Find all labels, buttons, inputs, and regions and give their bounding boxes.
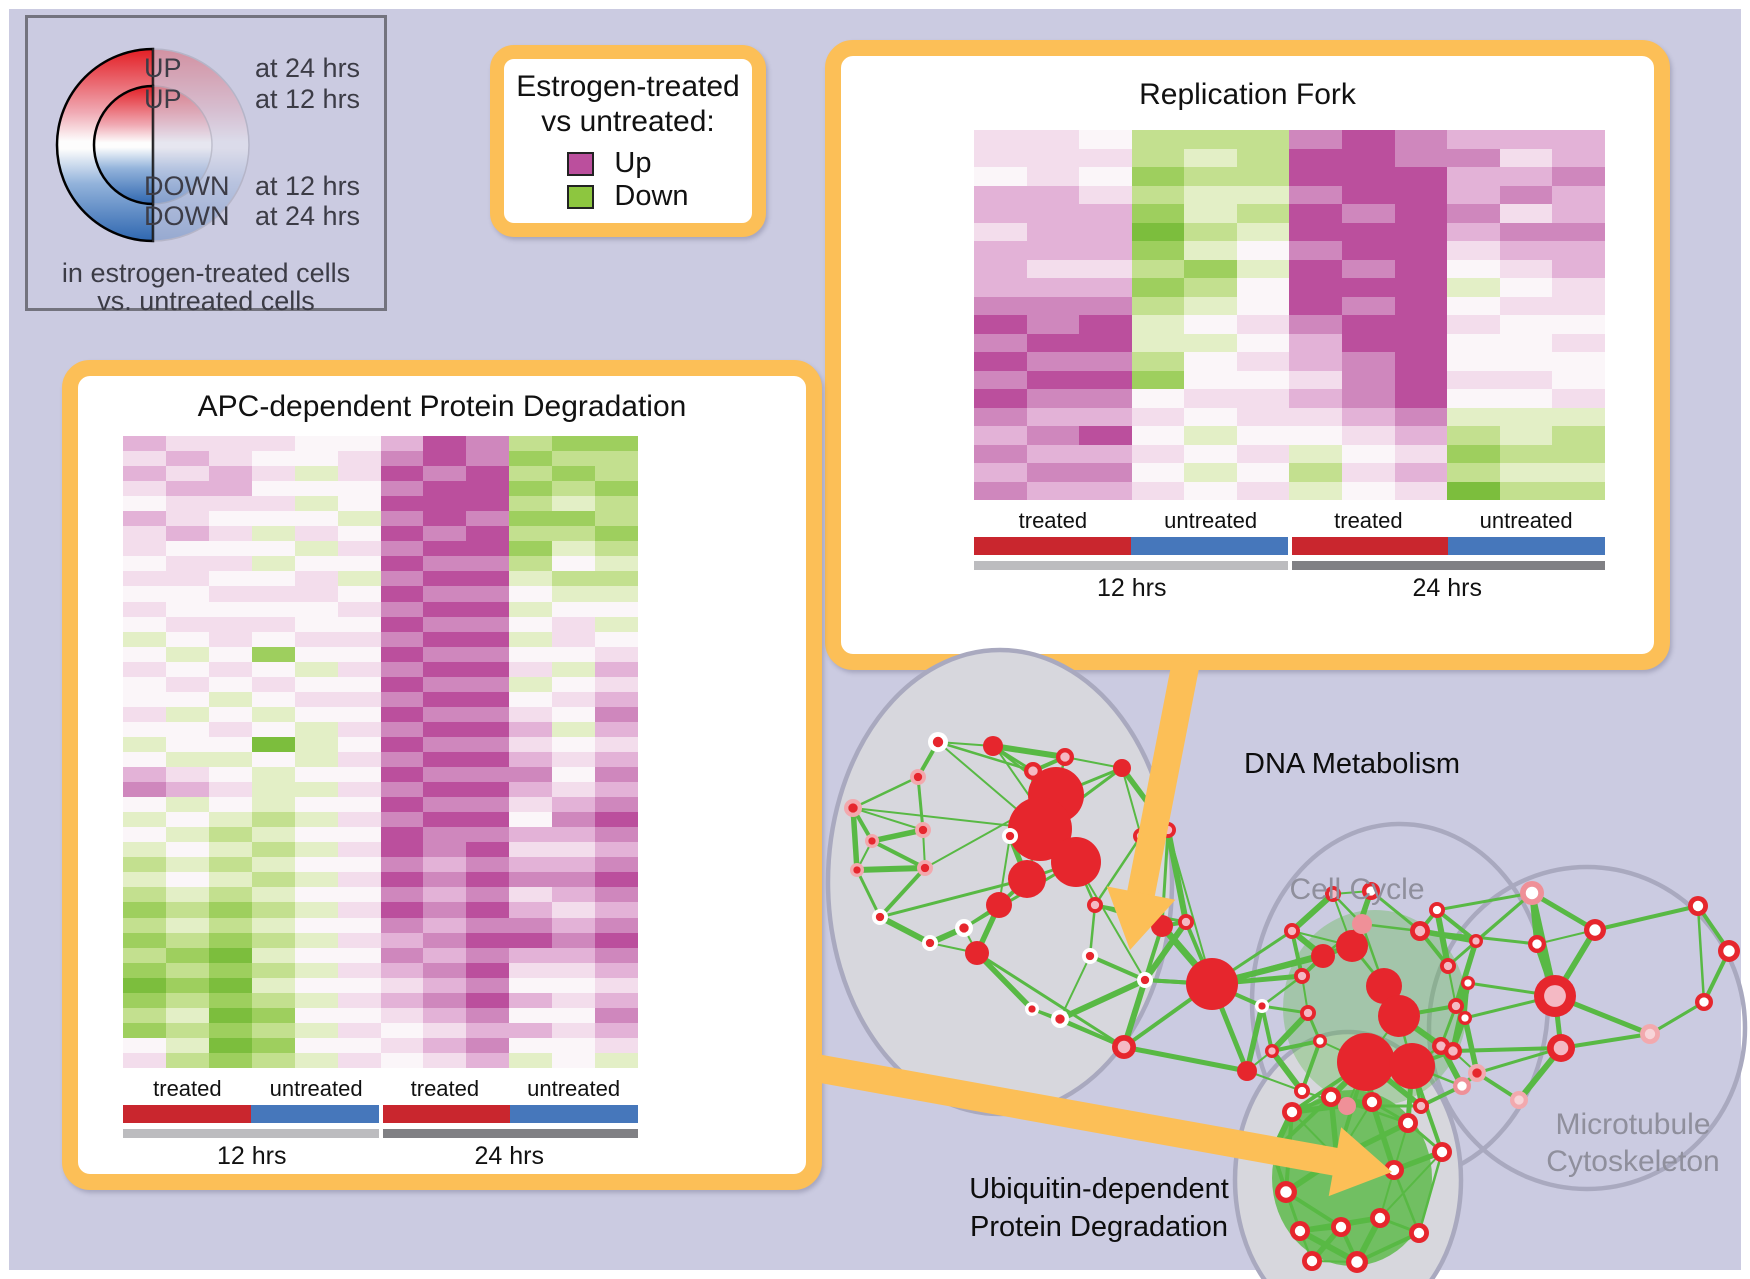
rf-heatmap: [974, 130, 1605, 500]
expression-ring-legend: UP at 24 hrs UP at 12 hrs DOWN at 12 hrs…: [25, 15, 387, 316]
rf-title: Replication Fork: [1139, 78, 1356, 111]
up-label: Up: [614, 147, 652, 179]
apc-degradation-panel: APC-dependent Protein Degradation treate…: [62, 360, 822, 1190]
microtubule-cytoskeleton-label: Microtubule Cytoskeleton: [1546, 1108, 1720, 1178]
up-swatch: [567, 151, 595, 176]
replication-fork-panel: Replication Fork treated untreated treat…: [825, 40, 1670, 670]
down-label: Down: [614, 180, 689, 212]
rf-12hrs-label: 12 hrs: [1097, 574, 1167, 602]
apc-grp-treated-12: treated: [153, 1076, 222, 1101]
apc-condition-bar: [123, 1105, 638, 1123]
ring-up24-time: at 24 hrs: [255, 53, 361, 83]
ring-up12-time: at 12 hrs: [255, 84, 361, 114]
estrogen-legend-title-line1: Estrogen-treated: [516, 70, 740, 103]
ubiquitin-degradation-label: Ubiquitin-dependent Protein Degradation: [969, 1173, 1229, 1243]
legend-item-down: Down: [567, 180, 689, 213]
ring-gradient-glyph: [55, 47, 250, 243]
rf-group-labels: treated untreated treated untreated: [974, 508, 1605, 534]
rf-grp-untreated-12: untreated: [1164, 508, 1258, 533]
apc-time-bar: [123, 1129, 638, 1138]
ring-up24-dir: UP: [144, 53, 182, 83]
ring-down12-dir: DOWN: [144, 171, 230, 201]
apc-title: APC-dependent Protein Degradation: [197, 390, 687, 423]
ring-down12-time: at 12 hrs: [255, 171, 361, 201]
rf-grp-untreated-24: untreated: [1479, 508, 1573, 533]
rf-grp-treated-12: treated: [1018, 508, 1088, 533]
estrogen-legend-panel: Estrogen-treated vs untreated: Up Down: [490, 45, 766, 237]
rf-condition-bar: [974, 537, 1605, 555]
ring-caption-line2: vs. untreated cells: [97, 286, 315, 316]
rf-time-labels: 12 hrs 24 hrs: [974, 574, 1605, 603]
rf-grp-treated-24: treated: [1334, 508, 1403, 533]
ring-up12-dir: UP: [144, 84, 182, 114]
apc-12hrs-label: 12 hrs: [217, 1142, 287, 1170]
apc-group-labels: treated untreated treated untreated: [123, 1076, 638, 1102]
ring-down24-time: at 24 hrs: [255, 201, 361, 231]
apc-grp-treated-24: treated: [410, 1076, 480, 1101]
cell-cycle-label: Cell Cycle: [1289, 873, 1425, 906]
apc-time-labels: 12 hrs 24 hrs: [123, 1142, 638, 1171]
ring-caption-line1: in estrogen-treated cells: [61, 258, 351, 288]
rf-24hrs-label: 24 hrs: [1412, 574, 1482, 602]
rf-time-bar: [974, 561, 1605, 570]
ring-down24-dir: DOWN: [144, 201, 230, 231]
inner-ring-left-half: [92, 84, 155, 206]
legend-item-up: Up: [567, 147, 688, 180]
apc-grp-untreated-24: untreated: [527, 1076, 621, 1101]
down-swatch: [567, 184, 595, 209]
apc-grp-untreated-12: untreated: [269, 1076, 363, 1101]
inner-ring-right-half: [152, 85, 213, 205]
estrogen-legend-title-line2: vs untreated:: [541, 105, 715, 138]
dna-metabolism-label: DNA Metabolism: [1244, 748, 1460, 780]
apc-heatmap: [123, 436, 638, 1068]
apc-24hrs-label: 24 hrs: [474, 1142, 544, 1170]
